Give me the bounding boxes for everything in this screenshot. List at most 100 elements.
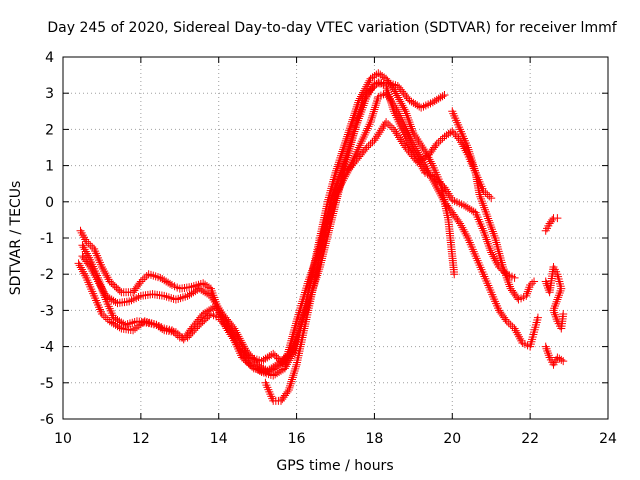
data-point	[410, 131, 419, 140]
data-point	[223, 319, 232, 328]
data-point	[450, 270, 459, 279]
data-point	[513, 293, 522, 302]
data-point	[359, 132, 368, 141]
data-point	[348, 158, 357, 167]
data-point	[479, 186, 488, 195]
data-points	[74, 69, 568, 405]
data-point	[351, 149, 360, 158]
data-point	[135, 279, 144, 288]
data-point	[386, 95, 394, 104]
data-point	[378, 124, 387, 133]
data-point	[361, 145, 370, 154]
data-point	[394, 109, 403, 118]
data-point	[445, 191, 454, 200]
data-point	[459, 225, 468, 234]
data-point	[358, 135, 367, 144]
data-point	[364, 78, 373, 87]
data-point	[361, 128, 370, 137]
data-point	[466, 151, 475, 160]
data-point	[367, 116, 376, 125]
data-point	[365, 87, 374, 96]
data-point	[366, 118, 375, 127]
data-point	[363, 124, 372, 133]
data-point	[341, 172, 350, 181]
data-point	[397, 99, 406, 108]
data-point	[373, 97, 382, 106]
data-point	[427, 174, 436, 183]
data-point	[355, 141, 364, 150]
data-point	[343, 168, 352, 177]
data-point	[345, 126, 354, 135]
data-point	[412, 146, 421, 155]
data-point	[206, 291, 215, 300]
data-point	[334, 184, 343, 193]
y-tick-label: -3	[40, 303, 54, 319]
data-point	[425, 170, 434, 179]
y-tick-label: 4	[45, 50, 54, 66]
data-point	[363, 80, 372, 89]
data-point	[290, 367, 299, 376]
data-point	[511, 326, 520, 335]
data-point	[465, 147, 474, 156]
data-point	[414, 137, 423, 146]
data-point	[388, 99, 397, 108]
data-point	[347, 117, 356, 126]
data-point	[232, 335, 241, 344]
data-point	[338, 147, 347, 156]
x-tick-label: 12	[132, 431, 150, 447]
data-point	[366, 139, 375, 148]
series-track-6	[448, 107, 539, 304]
data-point	[469, 162, 478, 171]
data-point	[422, 164, 431, 173]
data-point	[370, 81, 379, 90]
data-point	[399, 103, 408, 112]
data-point	[489, 252, 498, 261]
axis-ticks	[62, 56, 609, 420]
data-point	[553, 214, 562, 223]
x-tick-label: 10	[54, 431, 72, 447]
series-track-5	[261, 89, 542, 405]
data-point	[82, 237, 91, 246]
data-point	[444, 189, 453, 198]
data-point	[331, 168, 340, 177]
data-point	[336, 180, 345, 189]
data-point	[487, 248, 496, 257]
data-point	[99, 311, 108, 320]
data-point	[364, 141, 373, 150]
series-track-7	[541, 214, 562, 235]
data-point	[352, 147, 361, 156]
data-point	[372, 80, 381, 89]
data-point	[418, 143, 427, 152]
data-point	[115, 323, 124, 332]
data-point	[430, 180, 439, 189]
data-point	[331, 190, 340, 199]
chart-title: Day 245 of 2020, Sidereal Day-to-day VTE…	[47, 20, 617, 36]
data-point	[84, 239, 93, 248]
data-point	[415, 150, 424, 159]
data-point	[559, 357, 568, 366]
data-point	[517, 336, 526, 345]
data-point	[208, 293, 217, 302]
data-point	[387, 123, 396, 132]
x-tick-label: 20	[443, 431, 461, 447]
data-point	[383, 91, 392, 100]
data-point	[421, 162, 430, 171]
data-point	[435, 187, 444, 196]
data-point	[204, 290, 213, 299]
data-point	[382, 89, 391, 98]
data-point	[502, 317, 511, 326]
data-point	[400, 122, 409, 131]
data-point	[371, 134, 380, 143]
data-point	[405, 132, 414, 141]
data-point	[136, 277, 145, 286]
data-point	[485, 192, 494, 201]
data-point	[347, 160, 356, 169]
data-point	[370, 105, 379, 114]
data-point	[289, 371, 298, 380]
data-point	[432, 139, 441, 148]
data-point	[533, 313, 542, 322]
data-point	[88, 243, 97, 252]
data-point	[483, 190, 492, 199]
data-point	[469, 160, 478, 169]
